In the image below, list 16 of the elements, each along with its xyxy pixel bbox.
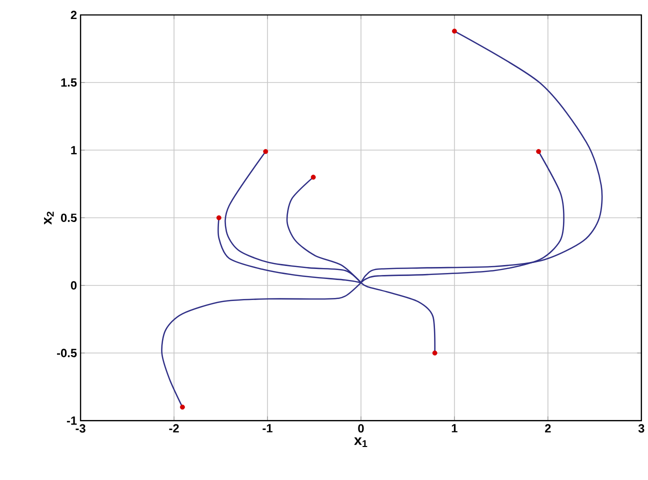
y-tick-label: -0.5 bbox=[57, 348, 77, 358]
x-tick-label: -3 bbox=[76, 424, 86, 432]
y-tick-label: 0.5 bbox=[60, 213, 77, 222]
y-tick-label: -1 bbox=[66, 416, 77, 425]
y-axis-title: x$_{2}$ bbox=[44, 212, 54, 225]
y-tick-label: 1.5 bbox=[61, 78, 77, 87]
y-tick-label: 0 bbox=[70, 281, 77, 290]
y-tick-label: 2 bbox=[70, 10, 77, 19]
y-tick-label: 1 bbox=[71, 146, 77, 154]
x-tick-label: -2 bbox=[169, 424, 179, 432]
x-tick-label: -1 bbox=[262, 424, 272, 432]
x-tick-label: 0 bbox=[358, 424, 364, 432]
x-tick-label: 2 bbox=[545, 424, 551, 432]
x-tick-label: 1 bbox=[452, 424, 458, 432]
x-axis-title: x$_{1}$ bbox=[354, 437, 368, 447]
x-tick-label: 3 bbox=[638, 424, 644, 432]
